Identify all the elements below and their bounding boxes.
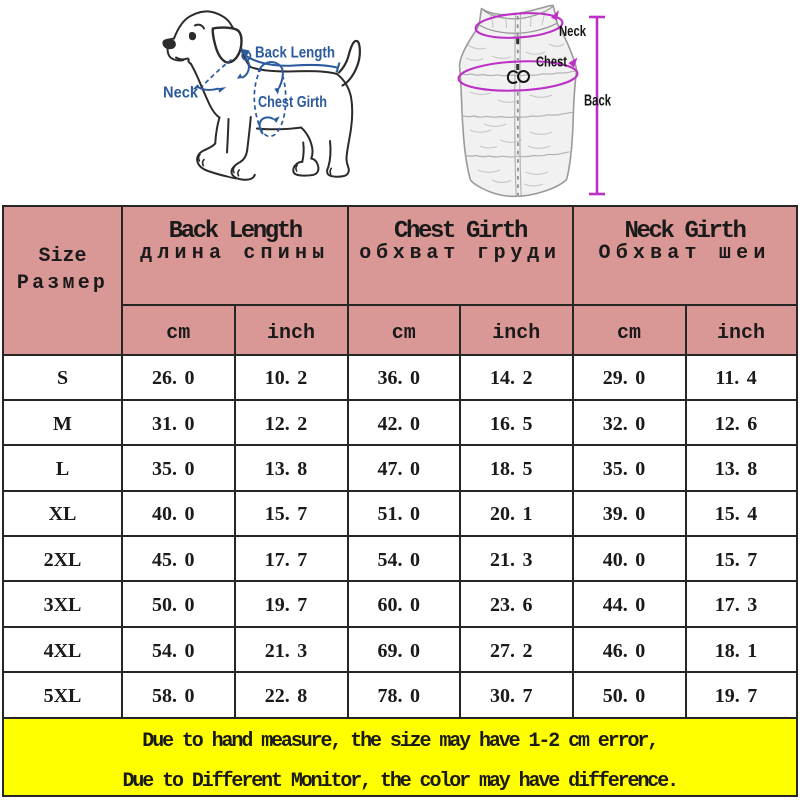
- svg-text:Back: Back: [584, 93, 611, 110]
- svg-text:Chest: Chest: [536, 54, 567, 71]
- svg-text:Neck: Neck: [163, 85, 198, 102]
- svg-text:Back Length: Back Length: [255, 45, 335, 62]
- svg-text:Chest Girth: Chest Girth: [258, 94, 327, 111]
- svg-text:Neck: Neck: [559, 23, 586, 40]
